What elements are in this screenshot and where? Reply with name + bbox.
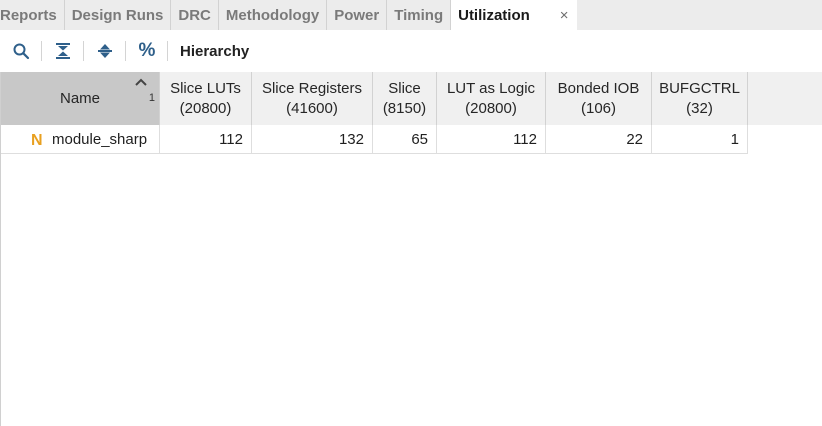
column-header-bufgctrl[interactable]: BUFGCTRL (32)	[652, 72, 748, 125]
tab-label: DRC	[178, 6, 211, 24]
percent-button[interactable]: %	[126, 30, 168, 72]
tab-utilization[interactable]: Utilization ×	[451, 0, 577, 30]
header-filler	[748, 72, 822, 125]
expand-all-icon	[98, 44, 112, 58]
hierarchy-label: Hierarchy	[180, 42, 250, 60]
tab-label: Reports	[0, 6, 57, 24]
sort-ascending-icon	[135, 78, 147, 86]
column-header-label: Bonded IOB	[557, 79, 640, 97]
column-header-label: Slice Registers	[261, 79, 363, 97]
search-icon	[13, 43, 30, 60]
netlist-module-icon: N	[31, 132, 43, 149]
table-cell-bufgctrl[interactable]: 1	[652, 125, 748, 154]
tab-timing[interactable]: Timing	[387, 0, 452, 30]
column-header-label: Name	[59, 89, 100, 107]
column-header-name[interactable]: Name 1	[1, 72, 160, 125]
tab-label: Design Runs	[71, 6, 164, 24]
percent-icon: %	[138, 40, 156, 61]
column-header-capacity: (106)	[580, 99, 617, 117]
column-header-capacity: (20800)	[465, 99, 517, 117]
column-header-lut-as-logic[interactable]: LUT as Logic (20800)	[437, 72, 546, 125]
column-header-bonded-iob[interactable]: Bonded IOB (106)	[546, 72, 652, 125]
tab-label: Power	[334, 6, 380, 24]
table-cell-slice-registers[interactable]: 132	[252, 125, 373, 154]
cell-value: 132	[338, 130, 364, 148]
table-row-name-cell[interactable]: module_sharp	[1, 125, 160, 154]
utilization-table: Name 1 Slice LUTs (20800) Slice Register…	[0, 72, 822, 426]
table-cell-lut-as-logic[interactable]: 112	[437, 125, 546, 154]
collapse-all-icon	[56, 43, 70, 59]
cell-value: 22	[626, 130, 643, 148]
column-header-capacity: (32)	[686, 99, 713, 117]
cell-value: 112	[219, 130, 243, 148]
tab-label: Utilization	[458, 6, 530, 24]
toolbar: % Hierarchy	[0, 30, 822, 72]
column-header-capacity: (20800)	[179, 99, 232, 117]
cell-value: 1	[730, 130, 739, 148]
column-header-slice[interactable]: Slice (8150)	[373, 72, 437, 125]
table-cell-slice[interactable]: 65	[373, 125, 437, 154]
column-header-label: BUFGCTRL	[659, 79, 740, 97]
tab-reports[interactable]: Reports	[0, 0, 65, 30]
tab-drc[interactable]: DRC	[171, 0, 219, 30]
cell-value: 65	[411, 130, 428, 148]
collapse-all-button[interactable]	[42, 30, 84, 72]
search-button[interactable]	[0, 30, 42, 72]
table-cell-bonded-iob[interactable]: 22	[546, 125, 652, 154]
tab-label: Timing	[394, 6, 444, 24]
tab-label: Methodology	[225, 6, 320, 24]
tab-design-runs[interactable]: Design Runs	[65, 0, 172, 30]
column-header-capacity: (41600)	[286, 99, 338, 117]
row-name: module_sharp	[52, 130, 148, 148]
close-icon[interactable]: ×	[559, 6, 569, 24]
cell-value: 112	[513, 130, 537, 148]
expand-all-button[interactable]	[84, 30, 126, 72]
tab-methodology[interactable]: Methodology	[219, 0, 328, 30]
column-header-label: Slice	[388, 79, 421, 97]
column-header-label: LUT as Logic	[446, 79, 536, 97]
tab-power[interactable]: Power	[327, 0, 388, 30]
table-cell-slice-luts[interactable]: 112	[160, 125, 252, 154]
tab-bar: Reports Design Runs DRC Methodology Powe…	[0, 0, 822, 30]
column-header-capacity: (8150)	[382, 99, 427, 117]
column-header-slice-luts[interactable]: Slice LUTs (20800)	[160, 72, 252, 125]
column-header-slice-registers[interactable]: Slice Registers (41600)	[252, 72, 373, 125]
sort-order-number: 1	[148, 92, 155, 104]
column-header-label: Slice LUTs	[170, 79, 241, 97]
